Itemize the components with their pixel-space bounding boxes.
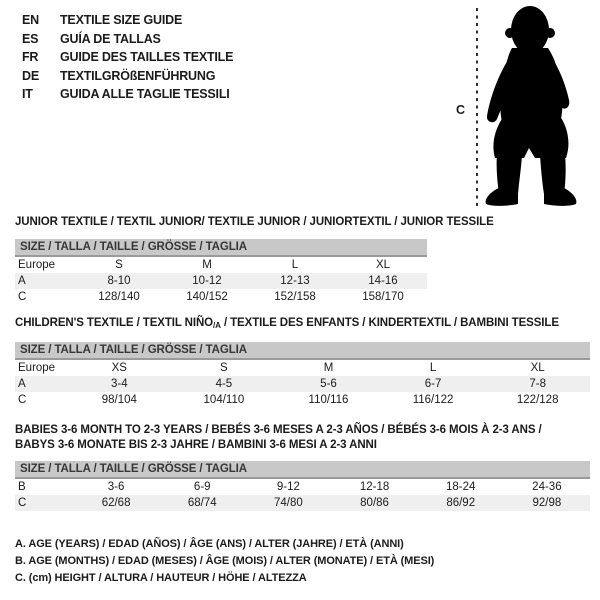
row-label: C: [18, 394, 27, 406]
table-header-row: Europe XS S M L XL: [15, 360, 590, 376]
cell-value: 5-6: [276, 376, 381, 392]
children-table: Europe XS S M L XL A 3-4 4-5 5-6 6-7 7-8…: [15, 360, 590, 408]
language-title: GUIDA ALLE TAGLIE TESSILI: [60, 87, 230, 102]
table-row-age: A 8-10 10-12 12-13 14-16: [15, 273, 427, 289]
cell-value: 110/116: [308, 394, 349, 406]
language-title: TEXTILGRÖßENFÜHRUNG: [60, 68, 216, 83]
column-header: L: [291, 259, 299, 271]
table-row-height: C 98/104 104/110 110/116 116/122 122/128: [15, 392, 590, 408]
language-header: EN TEXTILE SIZE GUIDE ES GUÍA DE TALLAS …: [22, 11, 233, 104]
table-header-row: Europe S M L XL: [15, 257, 427, 273]
language-row-fr: FR GUIDE DES TAILLES TEXTILE: [22, 48, 233, 67]
size-bar-header: SIZE / TALLA / TAILLE / GRÖSSE / TAGLIA: [15, 239, 427, 257]
row-label: B: [18, 481, 26, 493]
column-header: M: [202, 259, 212, 271]
cell-value: 9-12: [276, 481, 300, 493]
children-table-title: CHILDREN'S TEXTILE / TEXTIL NIÑO/A / TEX…: [15, 316, 559, 333]
footnote-a: A. AGE (YEARS) / EDAD (AÑOS) / ÂGE (ANS)…: [15, 538, 404, 550]
height-dotted-line: [476, 8, 478, 210]
footnote-b: B. AGE (MONTHS) / EDAD (MESES) / ÂGE (MO…: [15, 555, 435, 567]
column-header: XL: [530, 362, 545, 374]
cell-value: 128/140: [98, 291, 140, 303]
cell-value: 74/80: [245, 495, 332, 511]
language-title: GUÍA DE TALLAS: [60, 31, 161, 46]
language-title: TEXTILE SIZE GUIDE: [60, 13, 183, 27]
cell-value: 18-24: [445, 481, 476, 493]
cell-value: 122/128: [516, 394, 559, 406]
column-header: Europe: [18, 362, 56, 374]
column-header: L: [429, 362, 437, 374]
cell-value: 86/92: [417, 495, 504, 511]
column-header: XS: [111, 362, 127, 374]
language-row-it: IT GUIDA ALLE TAGLIE TESSILI: [22, 85, 233, 104]
column-header: Europe: [18, 259, 56, 271]
language-row-en: EN TEXTILE SIZE GUIDE: [22, 11, 233, 30]
footnote-c: C. (cm) HEIGHT / ALTURA / HAUTEUR / HÖHE…: [15, 572, 307, 584]
cell-value: 152/158: [274, 291, 316, 303]
children-size-table: SIZE / TALLA / TAILLE / GRÖSSE / TAGLIA …: [15, 342, 590, 408]
column-header: S: [220, 362, 228, 374]
size-bar-header: SIZE / TALLA / TAILLE / GRÖSSE / TAGLIA: [15, 342, 590, 360]
cell-value: 3-6: [107, 481, 125, 493]
cell-value: 6-9: [193, 481, 211, 493]
column-header: S: [115, 259, 123, 271]
table-row-height: C 128/140 140/152 152/158 158/170: [15, 289, 427, 305]
footnotes: A. AGE (YEARS) / EDAD (AÑOS) / ÂGE (ANS)…: [15, 536, 434, 587]
cell-value: 8-10: [75, 273, 163, 289]
table-row-age: A 3-4 4-5 5-6 6-7 7-8: [15, 376, 590, 392]
cell-value: 92/98: [503, 495, 590, 511]
row-label: C: [15, 495, 73, 511]
cell-value: 98/104: [101, 394, 137, 406]
babies-size-table: SIZE / TALLA / TAILLE / GRÖSSE / TAGLIA …: [15, 461, 590, 511]
cell-value: 140/152: [186, 291, 228, 303]
cell-value: 68/74: [159, 495, 246, 511]
title-line-2: BABYS 3-6 MONATE BIS 2-3 JAHRE / BAMBINI…: [15, 439, 377, 451]
size-bar-header: SIZE / TALLA / TAILLE / GRÖSSE / TAGLIA: [15, 461, 590, 479]
title-text: / TEXTILE DES ENFANTS / KINDERTEXTIL / B…: [220, 317, 559, 329]
row-label: A: [15, 376, 67, 392]
cell-value: 6-7: [380, 376, 486, 392]
cell-value: 14-16: [339, 273, 427, 289]
table-row-months: B 3-6 6-9 9-12 12-18 18-24 24-36: [15, 479, 590, 495]
language-row-de: DE TEXTILGRÖßENFÜHRUNG: [22, 67, 233, 86]
language-code: ES: [22, 31, 39, 46]
height-measure-label: C: [456, 103, 466, 117]
cell-value: 7-8: [485, 376, 590, 392]
cell-value: 12-13: [251, 273, 339, 289]
junior-table-title: JUNIOR TEXTILE / TEXTIL JUNIOR/ TEXTILE …: [15, 216, 494, 228]
language-title: GUIDE DES TAILLES TEXTILE: [60, 50, 234, 65]
row-label: C: [18, 291, 27, 303]
cell-value: 116/122: [412, 394, 454, 406]
language-code: IT: [22, 87, 33, 102]
cell-value: 24-36: [532, 481, 562, 493]
language-code: FR: [22, 50, 39, 65]
babies-table: B 3-6 6-9 9-12 12-18 18-24 24-36 C 62/68…: [15, 479, 590, 511]
cell-value: 62/68: [73, 495, 160, 511]
cell-value: 10-12: [163, 273, 251, 289]
row-label: A: [15, 273, 75, 289]
cell-value: 104/110: [203, 394, 245, 406]
column-header: XL: [375, 259, 391, 271]
babies-table-title: BABIES 3-6 MONTH TO 2-3 YEARS / BEBÉS 3-…: [15, 423, 542, 453]
column-header: M: [323, 362, 334, 374]
title-line-1: BABIES 3-6 MONTH TO 2-3 YEARS / BEBÉS 3-…: [15, 424, 542, 436]
cell-value: 12-18: [359, 481, 390, 493]
junior-table: Europe S M L XL A 8-10 10-12 12-13 14-16…: [15, 257, 427, 305]
baby-silhouette-icon: [485, 6, 577, 206]
language-row-es: ES GUÍA DE TALLAS: [22, 30, 233, 49]
junior-size-table: SIZE / TALLA / TAILLE / GRÖSSE / TAGLIA …: [15, 239, 427, 305]
language-code: DE: [22, 68, 39, 83]
table-row-height: C 62/68 68/74 74/80 80/86 86/92 92/98: [15, 495, 590, 511]
cell-value: 158/170: [362, 291, 404, 303]
cell-value: 3-4: [67, 376, 172, 392]
title-text: CHILDREN'S TEXTILE / TEXTIL NIÑO: [15, 317, 214, 329]
language-code: EN: [22, 13, 39, 27]
cell-value: 80/86: [331, 495, 418, 511]
cell-value: 4-5: [171, 376, 277, 392]
title-subscript: /A: [213, 321, 221, 330]
